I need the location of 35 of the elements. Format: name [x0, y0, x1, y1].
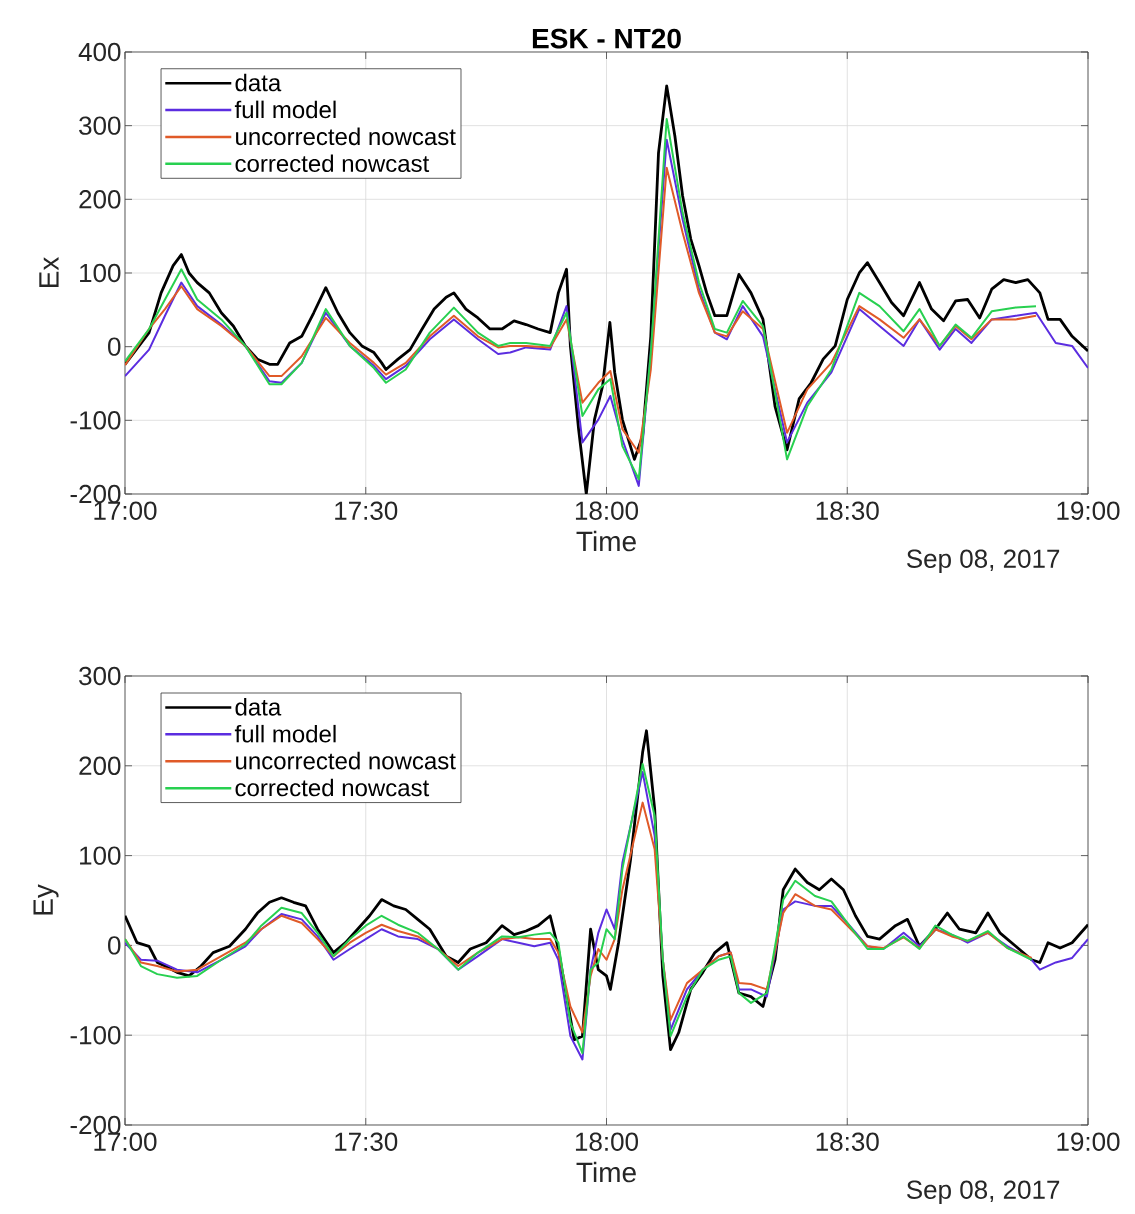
y-tick-label: 200	[79, 190, 121, 209]
x-tick-label: 18:00	[575, 501, 639, 520]
x-tick-label: 19:00	[1057, 1132, 1120, 1151]
x-axis-title: Time	[576, 1161, 636, 1183]
line-series	[125, 801, 1033, 1034]
y-axis-title: Ex	[39, 256, 59, 288]
legend-label: data	[235, 73, 282, 92]
y-tick-label: 100	[80, 846, 121, 865]
legend-label: data	[235, 698, 282, 716]
legend-label: corrected nowcast	[235, 154, 430, 173]
x-tick-label: 18:30	[816, 501, 879, 520]
legend-label: uncorrected nowcast	[236, 751, 456, 770]
x-axis-title: Time	[576, 530, 636, 552]
x-tick-label: 17:30	[335, 501, 398, 520]
x-tick-label: 18:30	[816, 1132, 879, 1151]
y-axis-title: Ey	[33, 884, 59, 915]
legend-label: uncorrected nowcast	[236, 127, 456, 146]
y-tick-label: 0	[108, 936, 121, 955]
legend-label: corrected nowcast	[235, 778, 430, 797]
legend-label: full model	[234, 724, 336, 743]
y-tick-label: 100	[80, 263, 121, 283]
y-tick-label: 300	[79, 116, 121, 135]
x-tick-label: 17:30	[335, 1132, 398, 1151]
y-tick-label: 200	[79, 756, 121, 775]
y-tick-label: 0	[108, 337, 121, 356]
chart-title: ESK - NT20	[532, 28, 681, 49]
y-tick-label: -100	[70, 411, 121, 430]
y-tick-label: 300	[79, 666, 121, 686]
y-tick-label: 400	[78, 42, 121, 62]
y-tick-label: -100	[70, 1025, 121, 1045]
x-tick-label: 19:00	[1057, 501, 1120, 520]
x-tick-label: 18:00	[575, 1132, 639, 1151]
legend-label: full model	[234, 100, 336, 119]
text: Sep 08, 2017	[906, 1180, 1060, 1205]
text: Sep 08, 2017	[906, 549, 1060, 574]
